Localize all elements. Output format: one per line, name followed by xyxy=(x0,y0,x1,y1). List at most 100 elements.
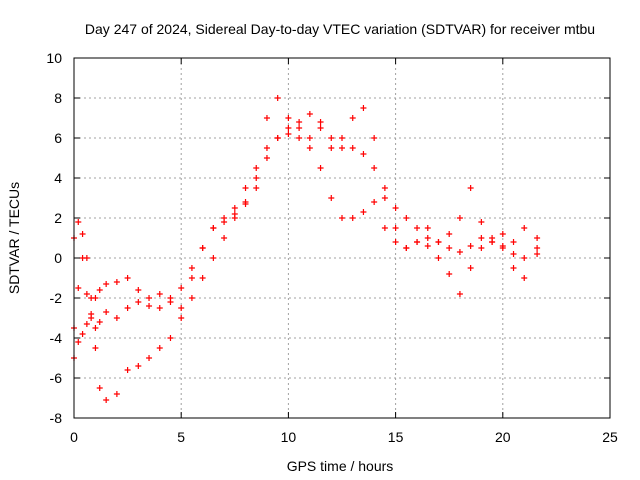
x-tick-label: 25 xyxy=(602,429,618,445)
data-point xyxy=(178,285,185,291)
data-point xyxy=(296,135,303,141)
y-tick-label: -6 xyxy=(50,370,63,386)
data-point xyxy=(75,285,82,291)
data-point xyxy=(221,235,228,241)
data-point xyxy=(456,215,463,221)
data-point xyxy=(414,225,421,231)
axis-ticks xyxy=(73,57,611,419)
data-point xyxy=(146,295,153,301)
data-point xyxy=(392,205,399,211)
y-tick-label: 0 xyxy=(54,250,62,266)
data-point xyxy=(188,265,195,271)
data-point xyxy=(467,185,474,191)
x-axis-label: GPS time / hours xyxy=(287,458,394,474)
data-point xyxy=(199,245,206,251)
x-tick-label: 20 xyxy=(495,429,511,445)
data-point xyxy=(178,315,185,321)
data-point xyxy=(135,287,142,293)
data-point xyxy=(124,275,131,281)
data-point xyxy=(306,145,313,151)
data-point xyxy=(167,335,174,341)
data-point xyxy=(296,125,303,131)
data-point xyxy=(424,235,431,241)
data-point xyxy=(274,95,281,101)
data-point xyxy=(103,397,110,403)
data-point xyxy=(96,319,103,325)
data-point xyxy=(435,255,442,261)
data-point xyxy=(456,291,463,297)
x-tick-label: 15 xyxy=(388,429,404,445)
data-point xyxy=(83,321,90,327)
data-point xyxy=(103,281,110,287)
data-point xyxy=(274,135,281,141)
x-tick-label: 5 xyxy=(177,429,185,445)
data-point xyxy=(489,235,496,241)
data-point xyxy=(414,239,421,245)
data-point xyxy=(317,165,324,171)
data-point xyxy=(210,255,217,261)
data-point xyxy=(231,205,238,211)
data-point xyxy=(360,105,367,111)
x-tick-label: 10 xyxy=(281,429,297,445)
data-point xyxy=(349,115,356,121)
data-point xyxy=(381,195,388,201)
y-tick-labels: -8 -6 -4 -2 0 2 4 6 8 10 xyxy=(46,50,62,426)
data-point xyxy=(96,385,103,391)
data-point xyxy=(92,345,99,351)
data-point xyxy=(371,199,378,205)
data-point xyxy=(381,225,388,231)
data-point xyxy=(296,119,303,125)
data-point xyxy=(96,287,103,293)
data-point xyxy=(521,225,528,231)
data-point xyxy=(242,185,249,191)
data-point xyxy=(135,299,142,305)
data-point xyxy=(113,315,120,321)
data-point xyxy=(285,125,292,131)
data-point xyxy=(381,185,388,191)
data-point xyxy=(456,249,463,255)
data-point xyxy=(146,303,153,309)
data-point xyxy=(253,175,260,181)
data-point xyxy=(79,255,86,261)
y-tick-label: -4 xyxy=(50,330,63,346)
data-point xyxy=(446,271,453,277)
data-point xyxy=(349,215,356,221)
data-point xyxy=(231,211,238,217)
data-point xyxy=(146,355,153,361)
y-tick-label: 10 xyxy=(46,50,62,66)
data-point xyxy=(424,225,431,231)
data-point xyxy=(349,145,356,151)
data-point xyxy=(510,239,517,245)
data-point xyxy=(79,231,86,237)
y-tick-label: 8 xyxy=(54,90,62,106)
data-point xyxy=(188,275,195,281)
grid xyxy=(74,58,610,418)
data-point xyxy=(467,243,474,249)
x-tick-label: 0 xyxy=(70,429,78,445)
series-track-b xyxy=(71,131,541,403)
data-point xyxy=(328,135,335,141)
data-point xyxy=(446,245,453,251)
data-point xyxy=(156,305,163,311)
data-point xyxy=(534,251,541,257)
data-point xyxy=(478,219,485,225)
data-point xyxy=(534,235,541,241)
data-point xyxy=(79,331,86,337)
data-point xyxy=(499,243,506,249)
data-point xyxy=(403,215,410,221)
data-point xyxy=(253,185,260,191)
data-point xyxy=(306,135,313,141)
data-point xyxy=(178,305,185,311)
data-point xyxy=(339,215,345,221)
data-point xyxy=(156,345,163,351)
data-point xyxy=(339,135,345,141)
y-tick-label: 6 xyxy=(54,130,62,146)
data-point xyxy=(92,325,99,331)
data-points xyxy=(71,95,541,403)
data-point xyxy=(135,363,142,369)
data-point xyxy=(263,155,270,161)
data-point xyxy=(103,309,110,315)
data-point xyxy=(306,111,313,117)
